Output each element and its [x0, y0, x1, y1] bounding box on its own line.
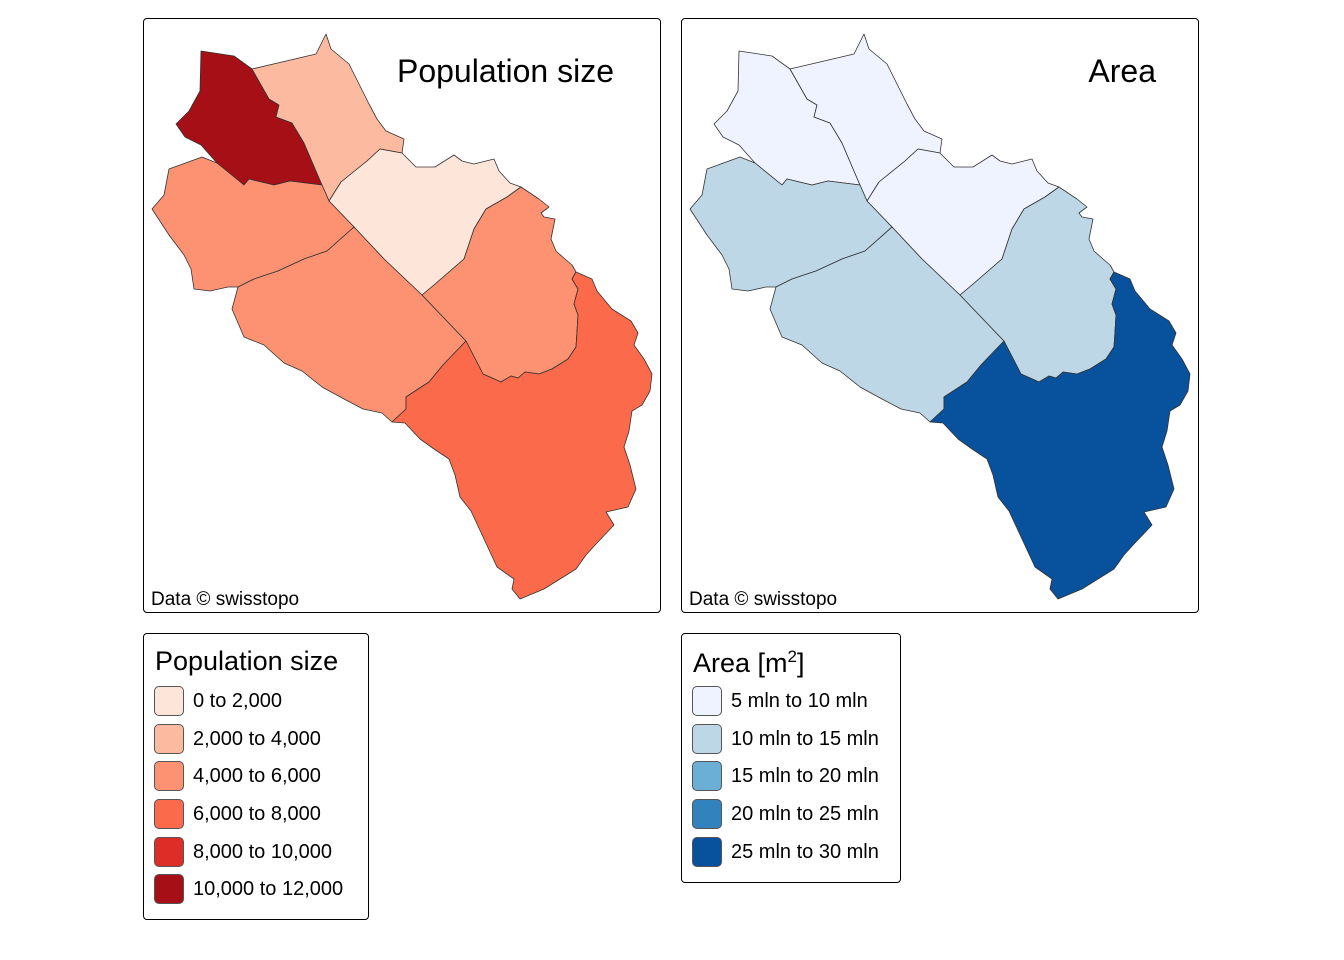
- region-south-east: [929, 271, 1191, 600]
- legend-label: 4,000 to 6,000: [193, 765, 321, 788]
- area-legend: Area [m2] 5 mln to 10 mln 10 mln to 15 m…: [681, 633, 901, 883]
- area-map: [689, 33, 1191, 600]
- legend-swatch: [154, 761, 184, 792]
- legend-label: 8,000 to 10,000: [193, 840, 333, 863]
- legend-swatch: [692, 836, 722, 867]
- legend-title: Population size: [155, 646, 339, 676]
- legend-label: 0 to 2,000: [193, 690, 282, 712]
- legend-swatch: [692, 723, 722, 754]
- legend-swatch: [692, 761, 722, 792]
- legend-swatch: [154, 874, 184, 905]
- legend-label: 10,000 to 12,000: [193, 878, 344, 901]
- legend-title: Area [m2]: [693, 648, 805, 677]
- legend-swatch: [692, 799, 722, 830]
- legend-swatch: [154, 686, 184, 716]
- population-map: [151, 33, 653, 600]
- legend-label: 15 mln to 20 mln: [731, 765, 879, 788]
- population-legend: Population size 0 to 2,000 2,000 to 4,00…: [143, 633, 369, 920]
- legend-title-suffix: ]: [797, 648, 805, 678]
- region-south-east: [391, 271, 653, 600]
- legend-swatch: [154, 799, 184, 830]
- map-credit: Data © swisstopo: [151, 589, 300, 610]
- legend-swatch: [154, 723, 184, 754]
- area-map-panel: Area Data © swisstopo: [681, 18, 1199, 613]
- legend-label: 5 mln to 10 mln: [731, 690, 868, 712]
- legend-title-text: Area [m: [693, 648, 788, 678]
- legend-label: 6,000 to 8,000: [193, 803, 321, 826]
- legend-label: 20 mln to 25 mln: [731, 803, 879, 826]
- legend-swatch: [154, 836, 184, 867]
- map-title: Area: [1088, 53, 1156, 89]
- map-title: Population size: [396, 53, 614, 89]
- population-map-panel: Population size Data © swisstopo: [143, 18, 661, 613]
- map-credit: Data © swisstopo: [689, 589, 838, 610]
- legend-title-superscript: 2: [787, 647, 797, 666]
- legend-swatch: [692, 686, 722, 716]
- legend-label: 25 mln to 30 mln: [731, 840, 879, 863]
- legend-label: 10 mln to 15 mln: [731, 727, 879, 750]
- legend-label: 2,000 to 4,000: [193, 727, 321, 750]
